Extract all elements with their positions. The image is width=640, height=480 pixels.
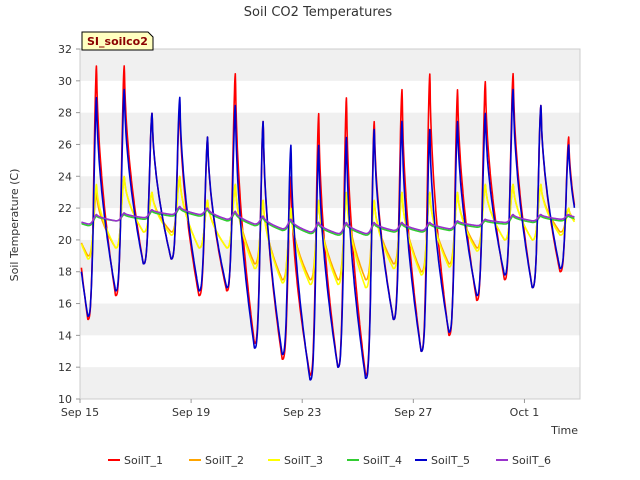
x-axis-label: Time [550, 424, 578, 437]
legend-item-soilt_4: SoilT_4 [363, 454, 402, 467]
legend-item-soilt_3: SoilT_3 [284, 454, 323, 467]
series-line-soilt_6 [80, 205, 576, 235]
grid-band [80, 176, 580, 209]
x-axis-ticks: Sep 15 Sep 19 Sep 23 Sep 27 Oct 1 [61, 399, 539, 419]
y-axis-ticks: 10 12 14 16 18 20 22 24 26 28 30 32 [58, 43, 80, 406]
legend-item-soilt_2: SoilT_2 [205, 454, 244, 467]
y-tick-label: 22 [58, 202, 72, 215]
y-axis-label: Soil Temperature (C) [8, 169, 21, 282]
series-lines [80, 65, 576, 381]
y-tick-label: 20 [58, 234, 72, 247]
grid-band [80, 367, 580, 399]
grid-band [80, 239, 580, 272]
legend: SoilT_1 SoilT_2 SoilT_3 SoilT_4 SoilT_5 SoilT… [108, 454, 551, 467]
series-line-soilt_5 [80, 88, 576, 381]
series-line-soilt_4 [80, 207, 576, 236]
y-tick-label: 10 [58, 393, 72, 406]
legend-item-soilt_5: SoilT_5 [431, 454, 470, 467]
x-tick-label: Sep 19 [172, 406, 210, 419]
site-tag-label: SI_soilco2 [87, 35, 148, 48]
y-tick-label: 26 [58, 138, 72, 151]
legend-item-soilt_6: SoilT_6 [512, 454, 551, 467]
grid-band [80, 49, 580, 81]
chart-title: Soil CO2 Temperatures [244, 5, 393, 20]
x-tick-label: Sep 27 [394, 406, 432, 419]
y-tick-label: 30 [58, 75, 72, 88]
x-tick-label: Sep 23 [283, 406, 321, 419]
y-tick-label: 28 [58, 107, 72, 120]
y-tick-label: 32 [58, 43, 72, 56]
y-tick-label: 14 [58, 329, 72, 342]
y-tick-label: 18 [58, 266, 72, 279]
grid-bands [80, 49, 580, 399]
x-tick-label: Oct 1 [510, 406, 540, 419]
y-tick-label: 24 [58, 170, 72, 183]
legend-item-soilt_1: SoilT_1 [124, 454, 163, 467]
site-tag: SI_soilco2 [81, 31, 154, 51]
y-tick-label: 16 [58, 298, 72, 311]
grid-band [80, 112, 580, 145]
y-tick-label: 12 [58, 361, 72, 374]
x-tick-label: Sep 15 [61, 406, 99, 419]
plot-area-border [79, 48, 581, 400]
